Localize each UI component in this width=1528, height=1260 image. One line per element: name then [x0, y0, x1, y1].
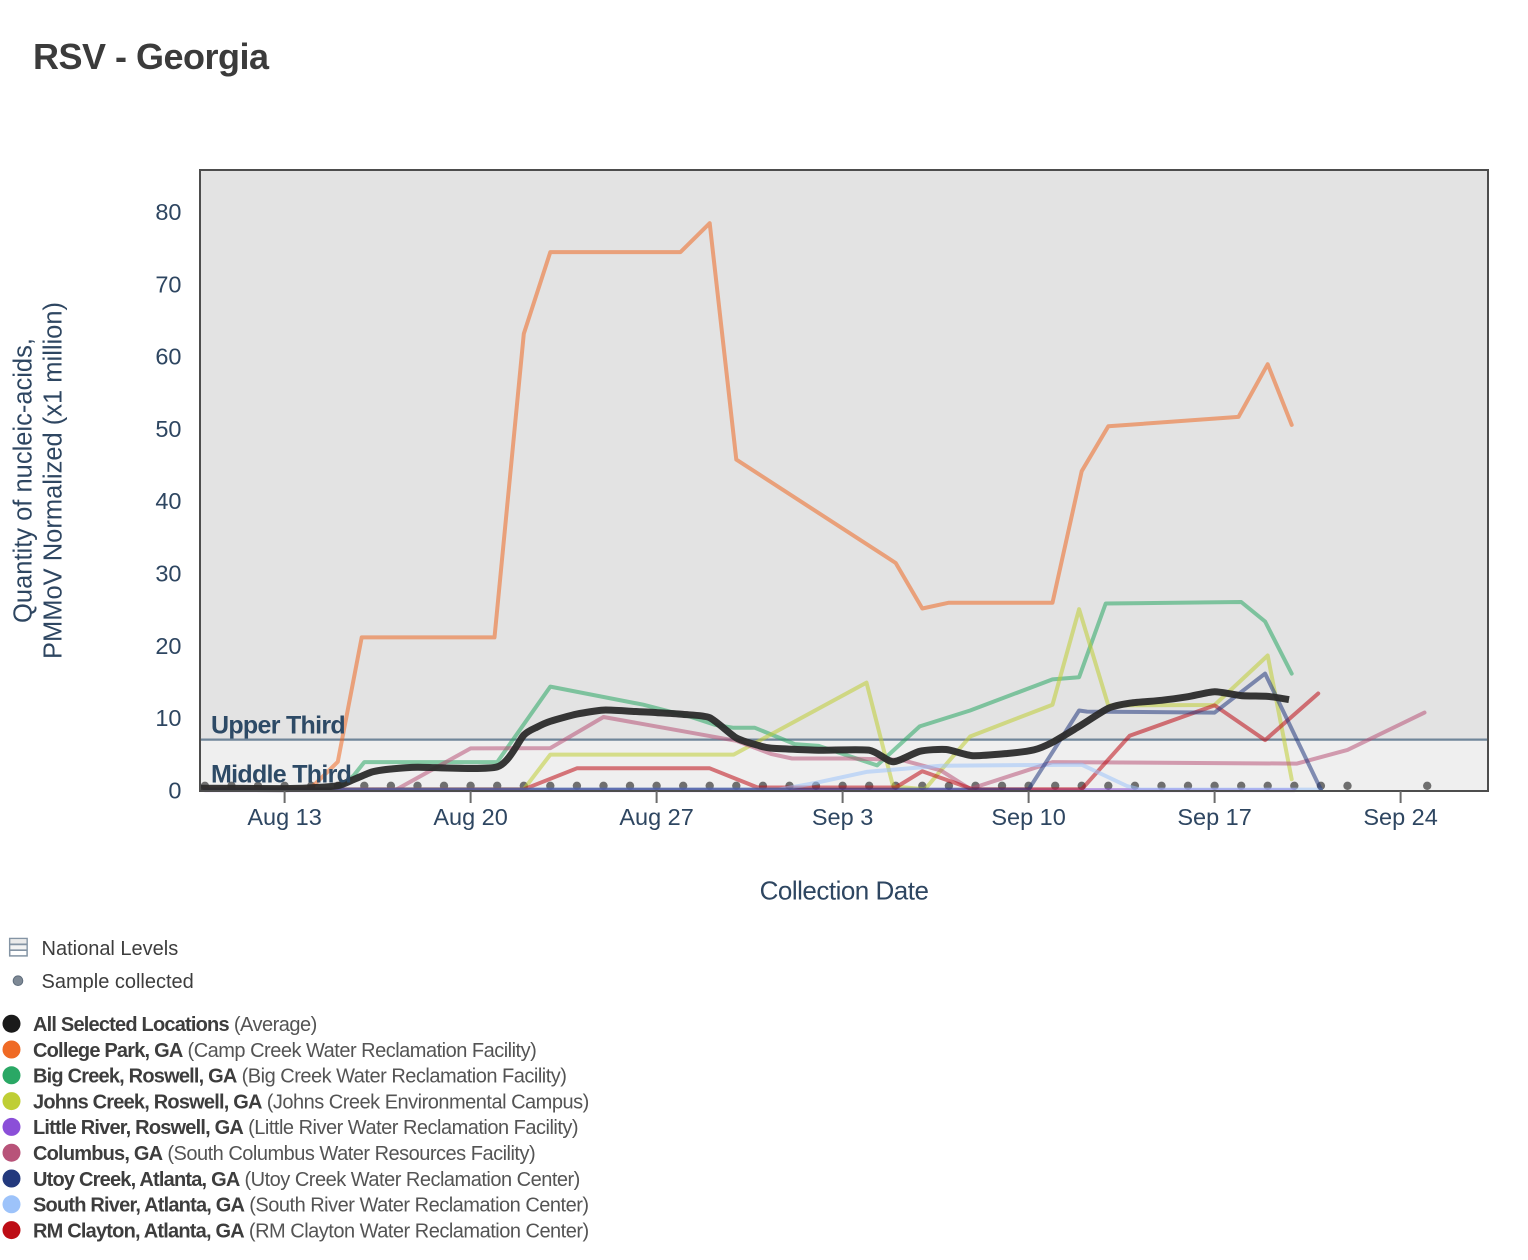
svg-text:Utoy Creek, Atlanta, GA (Utoy: Utoy Creek, Atlanta, GA (Utoy Creek Wate… [33, 1169, 580, 1191]
svg-text:80: 80 [155, 199, 181, 225]
svg-text:Little River, Roswell, GA (Lit: Little River, Roswell, GA (Little River … [33, 1117, 578, 1139]
svg-text:Aug 27: Aug 27 [619, 804, 693, 830]
svg-text:Sample collected: Sample collected [42, 971, 194, 993]
svg-text:Collection Date: Collection Date [760, 876, 929, 906]
svg-text:40: 40 [155, 488, 181, 514]
svg-text:10: 10 [155, 705, 181, 731]
svg-text:Middle Third: Middle Third [211, 761, 351, 789]
svg-text:30: 30 [155, 561, 181, 587]
svg-text:20: 20 [155, 633, 181, 659]
svg-text:0: 0 [168, 777, 181, 803]
svg-text:60: 60 [155, 344, 181, 370]
svg-text:50: 50 [155, 416, 181, 442]
svg-text:PMMoV Normalized (x1 million): PMMoV Normalized (x1 million) [39, 302, 67, 659]
svg-text:Johns Creek, Roswell, GA (John: Johns Creek, Roswell, GA (Johns Creek En… [33, 1091, 589, 1113]
svg-text:Sep 24: Sep 24 [1363, 804, 1437, 830]
svg-text:Aug 20: Aug 20 [433, 804, 507, 830]
svg-text:Big Creek, Roswell, GA (Big Cr: Big Creek, Roswell, GA (Big Creek Water … [33, 1066, 566, 1088]
svg-text:Sep 17: Sep 17 [1177, 804, 1251, 830]
svg-text:70: 70 [155, 271, 181, 297]
svg-text:RM Clayton, Atlanta, GA (RM Cl: RM Clayton, Atlanta, GA (RM Clayton Wate… [33, 1220, 589, 1242]
svg-text:South River, Atlanta, GA (Sout: South River, Atlanta, GA (South River Wa… [33, 1195, 589, 1217]
svg-text:Columbus, GA (South Columbus W: Columbus, GA (South Columbus Water Resou… [33, 1143, 535, 1165]
svg-text:Sep 3: Sep 3 [812, 804, 873, 830]
svg-text:RSV - Georgia: RSV - Georgia [33, 36, 270, 77]
svg-text:All Selected Locations (Averag: All Selected Locations (Average) [33, 1014, 317, 1036]
svg-text:Aug 13: Aug 13 [247, 804, 321, 830]
svg-text:National Levels: National Levels [42, 938, 179, 960]
svg-text:College Park, GA (Camp Creek W: College Park, GA (Camp Creek Water Recla… [33, 1040, 536, 1062]
svg-text:Sep 10: Sep 10 [991, 804, 1065, 830]
svg-text:Upper Third: Upper Third [211, 712, 345, 740]
svg-text:Quantity of nucleic-acids,: Quantity of nucleic-acids, [9, 338, 37, 623]
